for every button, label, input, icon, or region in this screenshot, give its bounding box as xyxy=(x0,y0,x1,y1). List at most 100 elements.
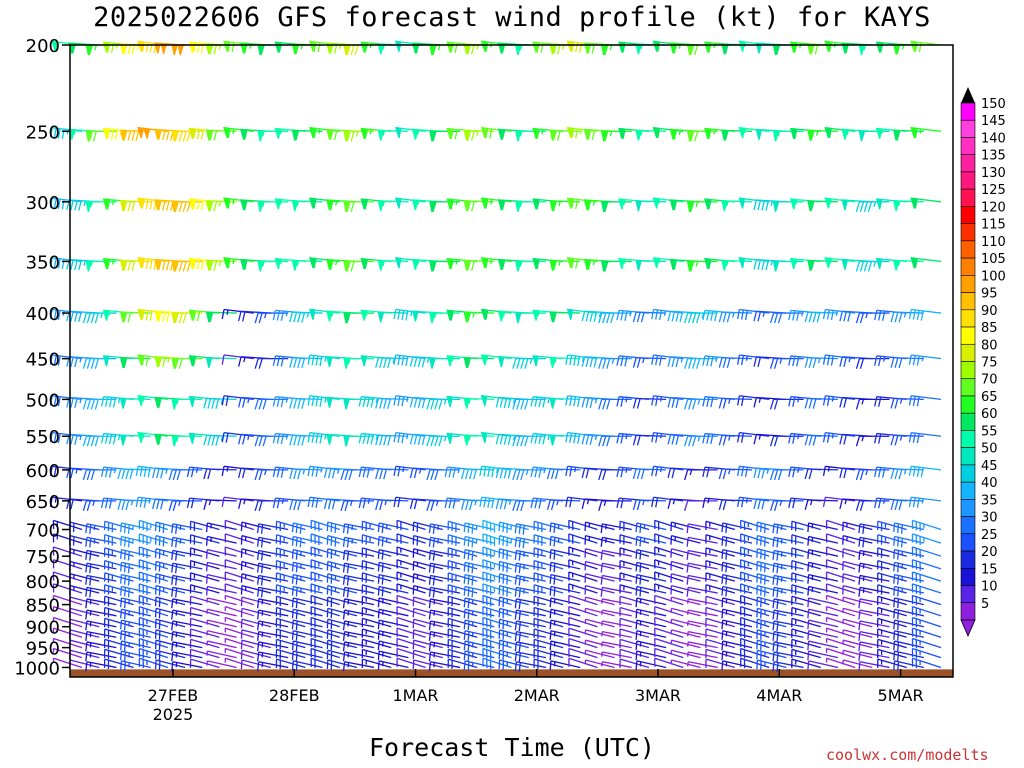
wind-barb xyxy=(842,639,873,649)
wind-barb xyxy=(584,535,615,545)
wind-barb xyxy=(119,434,151,446)
wind-barb xyxy=(203,397,237,409)
wind-barb xyxy=(549,585,581,597)
wind-barb xyxy=(223,40,254,53)
colorbar-segment xyxy=(960,343,976,362)
wind-barb xyxy=(412,629,443,639)
wind-barb xyxy=(893,597,924,609)
wind-barb xyxy=(188,198,220,211)
wind-barb xyxy=(394,40,426,52)
wind-barb xyxy=(463,597,495,609)
wind-barb xyxy=(635,660,667,671)
wind-barb xyxy=(377,311,409,323)
wind-barb xyxy=(120,619,151,631)
wind-barb xyxy=(85,586,117,598)
wind-barb xyxy=(224,559,254,570)
wind-barb xyxy=(687,651,718,659)
wind-barb xyxy=(546,499,581,511)
wind-barb xyxy=(686,130,718,142)
colorbar-tick-label: 130 xyxy=(981,166,1006,181)
wind-barb xyxy=(343,312,375,324)
wind-barb xyxy=(858,586,890,597)
wind-barb xyxy=(687,630,718,638)
wind-barb xyxy=(705,572,736,582)
x-tick-label: 2MAR xyxy=(514,686,560,705)
colorbar-segment xyxy=(960,188,976,207)
wind-barb xyxy=(825,546,856,557)
wind-barb xyxy=(377,585,409,597)
wind-barb xyxy=(52,546,83,557)
wind-barb xyxy=(377,535,409,547)
wind-barb xyxy=(412,548,443,558)
wind-barb xyxy=(463,434,495,446)
colorbar-top-arrow xyxy=(961,87,975,103)
y-tick-label: 400 xyxy=(26,304,60,325)
wind-barb xyxy=(652,126,684,139)
wind-barb xyxy=(307,395,340,407)
wind-barb xyxy=(568,519,598,531)
wind-barb xyxy=(361,595,392,606)
wind-barb xyxy=(498,629,529,640)
wind-barb xyxy=(514,620,546,632)
wind-barb xyxy=(396,616,426,628)
wind-barb xyxy=(463,619,495,631)
wind-barb xyxy=(171,312,203,324)
wind-barb xyxy=(877,606,907,617)
wind-barb xyxy=(514,562,546,574)
wind-barb xyxy=(52,657,83,669)
colorbar-tick-label: 15 xyxy=(981,562,998,577)
wind-barb xyxy=(842,535,873,545)
x-tick-label: 1MAR xyxy=(392,686,438,705)
wind-barb xyxy=(257,130,289,142)
wind-barb xyxy=(721,561,753,573)
wind-barb xyxy=(652,197,684,209)
wind-barb xyxy=(549,549,581,560)
colorbar-segment xyxy=(960,223,976,242)
wind-barb xyxy=(361,638,392,649)
credit-link[interactable]: coolwx.com/modelts xyxy=(826,746,989,764)
wind-barb xyxy=(135,465,168,478)
wind-barb xyxy=(807,549,839,559)
wind-barb xyxy=(911,519,942,532)
wind-barb xyxy=(138,616,169,628)
wind-barb xyxy=(69,573,100,583)
wind-barb xyxy=(877,595,907,606)
wind-barb xyxy=(85,641,117,652)
wind-barb xyxy=(687,620,718,628)
wind-barb xyxy=(601,620,632,628)
wind-barb xyxy=(514,523,546,535)
wind-barb xyxy=(514,549,546,561)
wind-barb xyxy=(203,499,237,511)
wind-barb xyxy=(842,560,873,571)
wind-barb xyxy=(581,356,615,368)
colorbar-bottom-arrow xyxy=(960,619,976,637)
wind-barb xyxy=(514,661,546,672)
wind-barb xyxy=(600,201,632,213)
wind-barb xyxy=(822,354,856,366)
wind-barb xyxy=(189,638,220,649)
wind-barb xyxy=(568,571,598,582)
wind-barb xyxy=(772,651,804,663)
wind-barb xyxy=(855,469,890,481)
wind-barb xyxy=(910,197,942,209)
wind-barb xyxy=(772,630,804,642)
y-tick-label: 600 xyxy=(26,461,60,482)
wind-barb xyxy=(619,648,650,659)
wind-barb xyxy=(221,395,254,406)
wind-barb xyxy=(361,617,392,628)
y-tick-label: 800 xyxy=(26,572,60,593)
wind-barb xyxy=(635,608,667,619)
wind-barb xyxy=(342,641,375,652)
wind-barb xyxy=(584,573,615,583)
wind-barb xyxy=(825,594,856,606)
wind-barb xyxy=(119,259,151,272)
wind-barb xyxy=(257,201,289,213)
wind-barb xyxy=(807,650,839,661)
wind-barb xyxy=(189,520,220,532)
colorbar-segment xyxy=(960,499,976,517)
wind-barb xyxy=(289,357,323,369)
wind-barb xyxy=(85,549,117,561)
wind-barb xyxy=(893,660,924,671)
wind-barb xyxy=(824,197,856,209)
wind-barb xyxy=(600,130,632,142)
